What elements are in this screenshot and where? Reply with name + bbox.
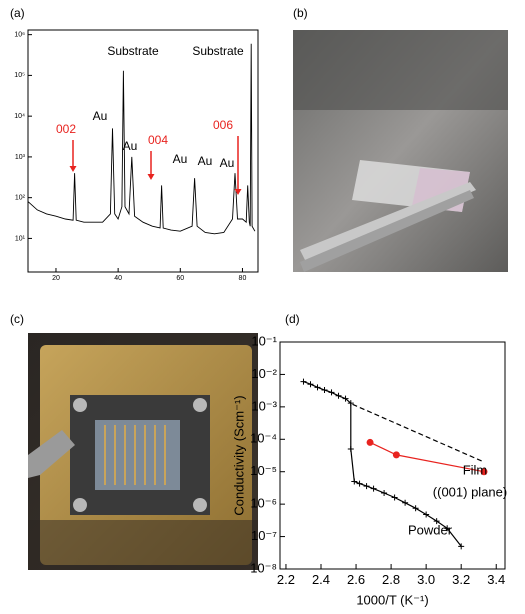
x-tick-label: 2.4 <box>312 572 330 587</box>
x-tick-label: 40 <box>114 275 122 282</box>
data-point <box>433 518 440 525</box>
y-tick-label: 10⁻³ <box>251 398 277 413</box>
x-tick-label: 2.6 <box>347 572 365 587</box>
data-point <box>392 451 400 459</box>
photo-c <box>28 333 258 570</box>
y-tick-label: 10⁻⁷ <box>251 528 277 543</box>
data-point <box>307 381 314 388</box>
y-tick-label: 10⁶ <box>14 31 25 38</box>
arrow-head <box>69 166 77 172</box>
data-point <box>328 389 335 396</box>
annotation: 006 <box>213 118 233 132</box>
y-tick-label: 10² <box>15 195 26 202</box>
y-tick-label: 10⁻⁸ <box>250 560 277 575</box>
x-tick-label: 3.4 <box>487 572 505 587</box>
data-point <box>480 468 488 476</box>
x-tick-label: 2.2 <box>277 572 295 587</box>
data-point <box>402 499 409 506</box>
panel-label: (a) <box>10 6 25 20</box>
y-tick-label: 10¹ <box>15 235 26 242</box>
data-point <box>347 446 354 453</box>
photo-b <box>293 30 508 272</box>
data-point <box>458 543 465 550</box>
x-tick-label: 2.8 <box>382 572 400 587</box>
data-point <box>300 378 307 385</box>
annotation: Substrate <box>192 44 244 58</box>
y-tick-label: 10⁻⁶ <box>250 496 277 511</box>
data-point <box>314 384 321 391</box>
data-point <box>412 505 419 512</box>
y-tick-label: 10⁻¹ <box>251 333 277 348</box>
y-axis-label: Conductivity (Scm⁻¹) <box>231 395 246 515</box>
series-line <box>27 43 256 235</box>
y-tick-label: 10⁴ <box>14 113 25 120</box>
arrow-head <box>234 189 242 195</box>
data-point <box>356 480 363 487</box>
x-axis-label: 1000/T (K⁻¹) <box>356 592 428 607</box>
annotation: 002 <box>56 122 76 136</box>
x-tick-label: 60 <box>176 275 184 282</box>
annotation: Au <box>173 152 188 166</box>
x-tick-label: 3.2 <box>452 572 470 587</box>
annotation: 004 <box>148 133 168 147</box>
data-point <box>351 478 358 485</box>
x-tick-label: 80 <box>239 275 247 282</box>
annotation: ((001) plane) <box>433 484 507 499</box>
data-point <box>444 525 451 532</box>
data-point <box>321 387 328 394</box>
annotation: Au <box>93 109 108 123</box>
data-point <box>391 494 398 501</box>
data-point <box>381 490 388 497</box>
y-tick-label: 10⁻² <box>251 366 277 381</box>
annotation: Substrate <box>107 44 159 58</box>
annotation: Au <box>220 156 235 170</box>
data-point <box>363 483 370 490</box>
data-point <box>370 485 377 492</box>
data-point <box>347 400 354 407</box>
y-tick-label: 10⁵ <box>14 72 25 79</box>
annotation: Powder <box>408 522 453 537</box>
plot-frame <box>279 341 506 570</box>
data-point <box>335 392 342 399</box>
y-tick-label: 10³ <box>15 154 26 161</box>
x-tick-label: 20 <box>52 275 60 282</box>
panel-label: (d) <box>285 312 300 326</box>
plot-frame <box>27 29 259 273</box>
annotation: Film <box>463 462 488 477</box>
y-tick-label: 10⁻⁴ <box>250 431 277 446</box>
data-point <box>366 438 374 446</box>
series-line <box>352 403 485 463</box>
annotation: Au <box>123 139 138 153</box>
data-point <box>342 395 349 402</box>
arrow-head <box>147 174 155 180</box>
panel-label: (c) <box>10 312 24 326</box>
data-point <box>423 511 430 518</box>
x-tick-label: 3.0 <box>417 572 435 587</box>
annotation: Au <box>198 154 213 168</box>
y-tick-label: 10⁻⁵ <box>250 463 277 478</box>
panel-label: (b) <box>293 6 308 20</box>
